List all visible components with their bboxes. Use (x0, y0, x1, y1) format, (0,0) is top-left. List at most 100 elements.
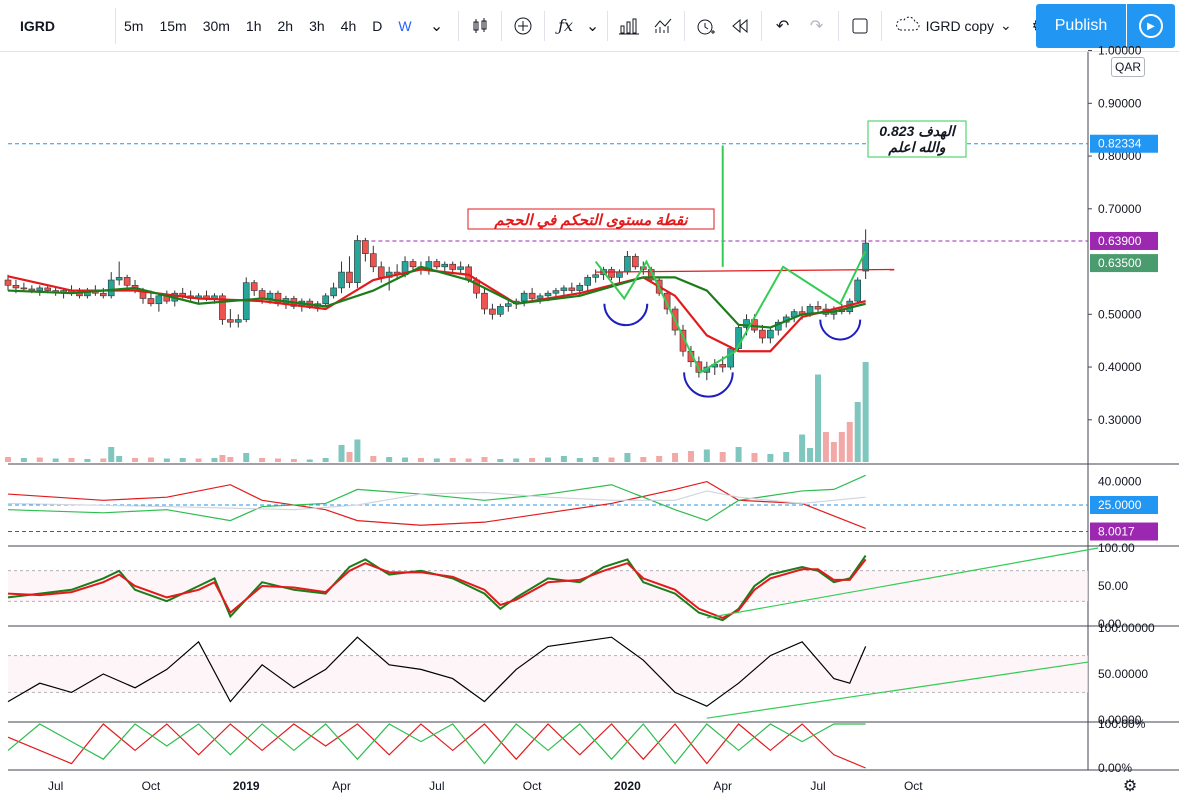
volume-bar (84, 459, 91, 462)
candle-body (576, 284, 584, 291)
candle-body (227, 319, 234, 323)
volume-bar (767, 454, 774, 462)
volume-bar (354, 439, 361, 462)
candle-body (489, 308, 496, 315)
replay-icon[interactable] (723, 8, 757, 44)
candle-body (36, 287, 44, 291)
volume-bar (219, 455, 226, 462)
candle-body (171, 292, 179, 302)
financials-icon[interactable] (612, 8, 646, 44)
stoch-collapse-toggle[interactable]: ⌄ 2 (20, 553, 57, 575)
indicator-line (7, 723, 866, 765)
timeframe-d[interactable]: D (372, 17, 383, 34)
volume-bar (20, 458, 27, 462)
divider (457, 10, 459, 41)
volume-bar (465, 458, 472, 462)
time-tick-label: Oct (523, 779, 542, 793)
candle-body (560, 287, 568, 291)
volume-bar (846, 422, 853, 462)
indicators-collapse-toggle[interactable]: ⌄ 7 (20, 118, 57, 140)
candle-body (250, 282, 258, 291)
volume-bar (275, 458, 281, 462)
ask-price[interactable]: 0.635 (116, 84, 170, 108)
spread-value: 0.000 (74, 88, 108, 104)
play-button[interactable]: ▶ (1127, 4, 1175, 48)
timeframe-2h[interactable]: 2h (277, 17, 294, 34)
axis-tick-label: 40.0000 (1098, 475, 1142, 489)
timeframe-3h[interactable]: 3h (309, 17, 325, 34)
volume-bar (703, 449, 710, 462)
layout-selector[interactable]: IGRD copy ⌄ (886, 16, 1020, 35)
candle-body (401, 261, 409, 276)
volume-bar (545, 457, 551, 462)
time-tick-label: 2019 (233, 779, 260, 793)
divider (837, 10, 839, 41)
candle-body (806, 306, 814, 315)
indicator-count: 7 (41, 121, 50, 137)
timeframe-30m[interactable]: 30m (202, 17, 230, 34)
timeframe-5m[interactable]: 5m (124, 17, 144, 34)
candle-body (711, 364, 719, 368)
timeframe-1h[interactable]: 1h (245, 17, 262, 34)
undo-icon[interactable]: ↶ (775, 17, 790, 35)
indicator-line (7, 490, 866, 511)
timeframe-w[interactable]: W (398, 17, 412, 34)
candle-body (338, 271, 345, 289)
target-box (867, 120, 967, 158)
candle-body (774, 321, 782, 331)
flag-icon[interactable] (381, 61, 394, 73)
target-text: الهدف 0.823 (879, 123, 957, 140)
volume-bar (402, 457, 409, 462)
volume-bar (735, 447, 742, 462)
visibility-toggle-icon[interactable]: — (401, 58, 420, 76)
chevron-down-icon: ⌄ (1000, 17, 1012, 33)
candle-body (647, 269, 655, 281)
bid-price[interactable]: 0.635 (16, 84, 66, 108)
compare-plus-icon[interactable] (506, 8, 540, 44)
price-label-text: 0.63500 (1098, 256, 1142, 270)
candle-body (68, 290, 75, 294)
volume-bar (783, 452, 790, 462)
volume-bar (108, 447, 115, 462)
candle-body (314, 303, 322, 307)
candle-body (12, 284, 20, 289)
alert-clock-icon[interactable] (689, 8, 723, 44)
publish-button[interactable]: Publish (1036, 4, 1126, 48)
chevron-down-icon[interactable]: ⌄ (585, 17, 600, 35)
candle-body (322, 295, 329, 305)
candle-body (20, 287, 28, 290)
indicator-line (7, 636, 867, 707)
divider (500, 10, 502, 41)
candle-body (266, 292, 274, 299)
axis-tick-label: 50.00000 (1098, 667, 1148, 681)
volume-bar (147, 457, 154, 462)
fullscreen-icon[interactable] (843, 8, 877, 44)
candle-body (211, 295, 218, 299)
chevron-down-icon[interactable]: ⌄ (429, 17, 444, 35)
volume-bar (338, 445, 345, 462)
symbol-search[interactable]: IGRD (6, 7, 116, 44)
timeframe-15m[interactable]: 15m (159, 17, 187, 34)
candle-body (377, 266, 385, 278)
volume-bar (322, 458, 329, 462)
candle-body (838, 308, 846, 312)
candle-body (727, 348, 734, 368)
price-label-bg (1090, 254, 1158, 273)
divider (606, 10, 608, 41)
volume-bar (433, 458, 440, 462)
pattern-lines (594, 250, 867, 374)
indicators-fx-icon[interactable]: ƒx (558, 16, 574, 35)
chart-legend: INVESTMENT HOLDING GROUP QPSC · 1W · QSE… (18, 58, 798, 76)
volume-bar (211, 458, 218, 462)
timeframe-4h[interactable]: 4h (340, 17, 357, 34)
templates-icon[interactable] (646, 8, 680, 44)
volume-bar (513, 458, 520, 462)
redo-icon[interactable]: ↷ (809, 17, 824, 35)
candle-body (393, 271, 401, 276)
pattern-arc (603, 303, 649, 327)
symbol-title: INVESTMENT HOLDING GROUP QPSC · 1W · QSE (18, 58, 374, 76)
volume-bar (243, 453, 250, 462)
candle-style-icon[interactable] (463, 8, 497, 44)
candle-body (258, 290, 266, 299)
candle-body (123, 277, 131, 286)
